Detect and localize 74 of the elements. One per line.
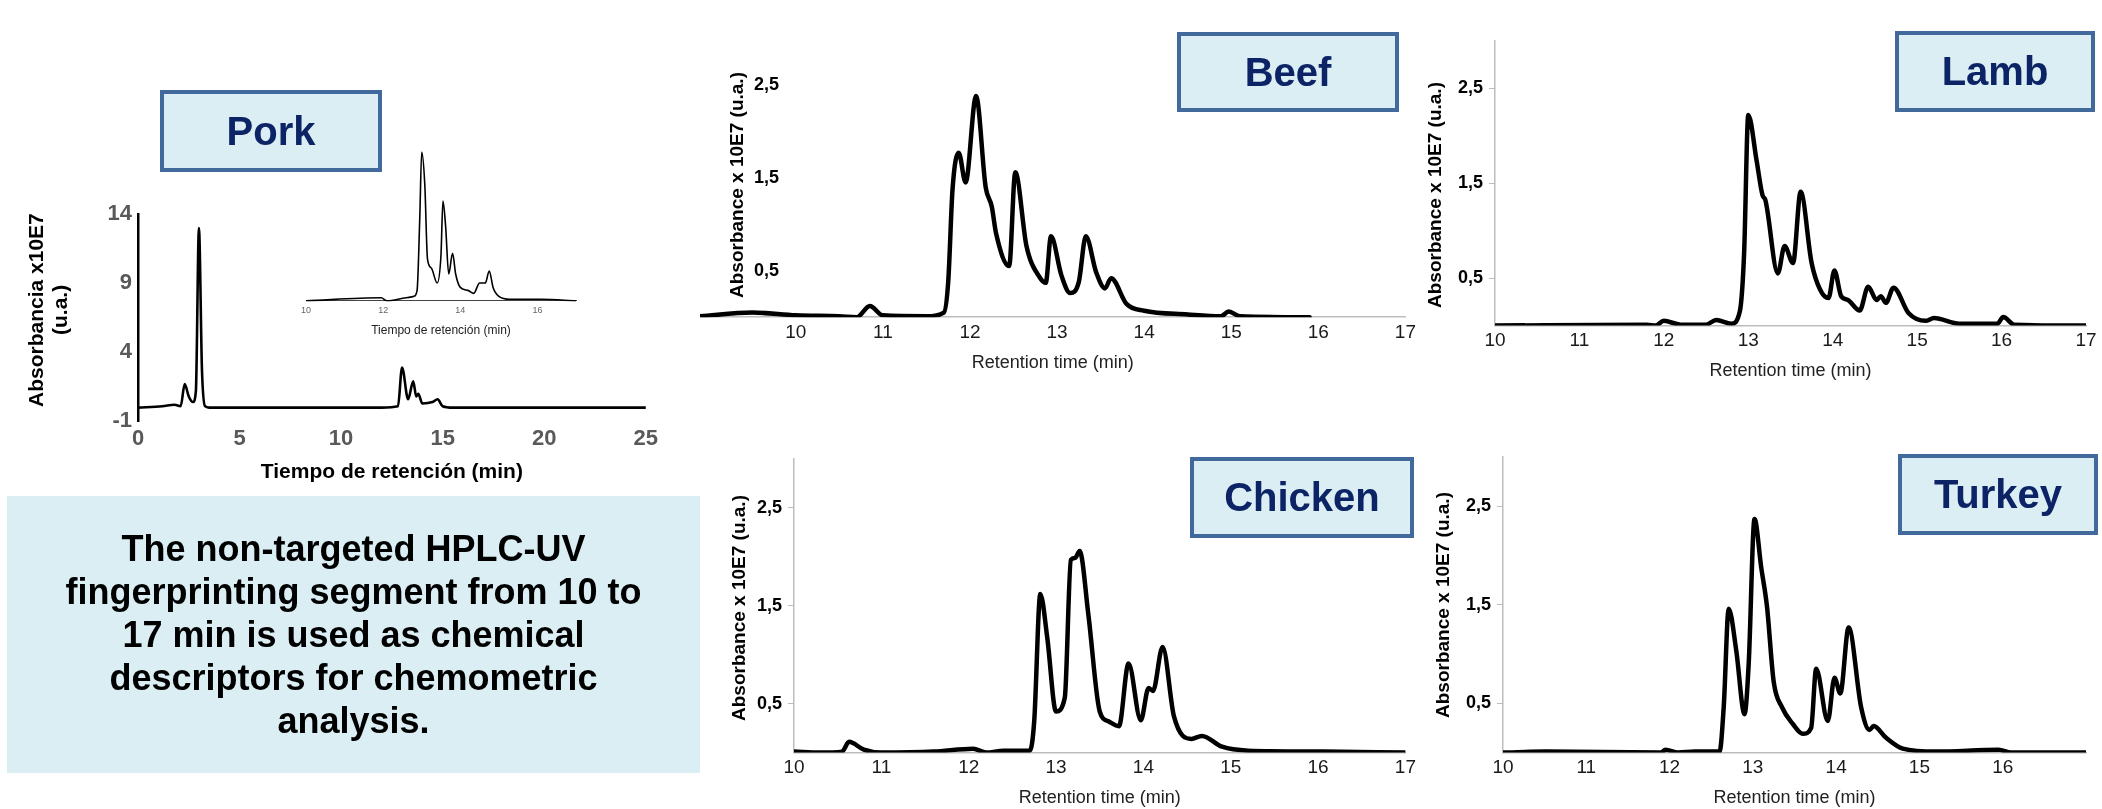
x-tick-label: 14 bbox=[1822, 329, 1844, 351]
x-tick-label: 15 bbox=[430, 424, 455, 450]
label-box: Beef bbox=[1177, 32, 1399, 112]
x-tick-label: 10 bbox=[783, 756, 805, 778]
y-tick-label: 1,5 bbox=[1465, 593, 1491, 614]
x-tick-label: 16 bbox=[1307, 320, 1329, 342]
y-tick-label: 4 bbox=[119, 338, 133, 364]
x-tick-label: 11 bbox=[1569, 329, 1590, 351]
x-tick-label: 16 bbox=[1307, 756, 1329, 778]
x-tick-label: 12 bbox=[1659, 756, 1681, 778]
y-axis-title: Absorbancia x10E7 (u.a.) bbox=[23, 212, 72, 409]
x-axis-title: Tiempo de retención (min) bbox=[371, 323, 511, 338]
label-box: Lamb bbox=[1895, 31, 2095, 112]
label-box: Pork bbox=[160, 90, 382, 172]
x-axis-title: Retention time (min) bbox=[971, 351, 1134, 372]
y-tick-label: 9 bbox=[119, 269, 132, 295]
x-tick-label: 16 bbox=[532, 304, 543, 315]
x-tick-label: 10 bbox=[1484, 329, 1506, 351]
x-tick-label: 16 bbox=[1992, 756, 2014, 778]
y-tick-label: 0,5 bbox=[756, 692, 782, 713]
x-tick-label: 10 bbox=[300, 304, 312, 315]
y-axis-title: Absorbance x 10E7 (u.a.) bbox=[1431, 491, 1454, 720]
y-tick-label: 2,5 bbox=[754, 73, 780, 94]
x-tick-label: 12 bbox=[1653, 329, 1675, 351]
x-tick-label: 20 bbox=[531, 424, 557, 450]
y-axis-title: Absorbance x 10E7 (u.a.) bbox=[725, 71, 748, 300]
x-tick-label: 13 bbox=[1046, 320, 1068, 342]
y-tick-label: 2,5 bbox=[1457, 77, 1483, 98]
x-tick-label: 15 bbox=[1220, 756, 1242, 778]
x-tick-label: 15 bbox=[1220, 320, 1242, 342]
x-tick-label: 10 bbox=[1492, 756, 1514, 778]
y-tick-label: 1,5 bbox=[1457, 172, 1483, 193]
x-tick-label: 15 bbox=[1906, 329, 1928, 351]
label-box: Turkey bbox=[1898, 454, 2098, 535]
y-tick-label: 14 bbox=[107, 200, 133, 226]
text: The non-targeted HPLC-UV fingerprinting segment from 10 to 17 min is used as chemical descriptors for chemometric analysis. bbox=[7, 496, 700, 773]
x-tick-label: 17 bbox=[1394, 756, 1416, 778]
x-axis-title: Retention time (min) bbox=[1709, 360, 1872, 381]
y-axis-title: Absorbance x 10E7 (u.a.) bbox=[1423, 81, 1446, 310]
label-box: Chicken bbox=[1190, 457, 1414, 538]
x-tick-label: 16 bbox=[1991, 329, 2013, 351]
x-tick-label: 10 bbox=[328, 424, 354, 450]
y-axis-title: Absorbance x 10E7 (u.a.) bbox=[727, 494, 750, 723]
x-tick-label: 11 bbox=[873, 320, 893, 342]
x-tick-label: 12 bbox=[959, 320, 981, 342]
x-tick-label: 10 bbox=[785, 320, 807, 342]
y-tick-label: 0,5 bbox=[1465, 692, 1491, 713]
x-axis-title: Retention time (min) bbox=[1713, 787, 1876, 808]
y-tick-label: -1 bbox=[112, 407, 132, 433]
x-tick-label: 0 bbox=[131, 424, 145, 450]
x-tick-label: 17 bbox=[1394, 320, 1416, 342]
x-tick-label: 15 bbox=[1908, 756, 1930, 778]
y-tick-label: 2,5 bbox=[756, 496, 782, 517]
x-axis-title: Retention time (min) bbox=[1018, 787, 1181, 808]
x-tick-label: 17 bbox=[2075, 329, 2097, 351]
x-tick-label: 14 bbox=[1132, 756, 1155, 778]
y-tick-label: 1,5 bbox=[754, 166, 780, 187]
x-tick-label: 14 bbox=[455, 304, 466, 315]
x-tick-label: 25 bbox=[633, 424, 659, 450]
y-tick-label: 0,5 bbox=[1457, 267, 1483, 288]
x-tick-label: 14 bbox=[1825, 756, 1848, 778]
x-tick-label: 13 bbox=[1737, 329, 1759, 351]
y-tick-label: 2,5 bbox=[1465, 495, 1491, 516]
x-tick-label: 13 bbox=[1742, 756, 1764, 778]
x-tick-label: 5 bbox=[233, 424, 246, 450]
x-tick-label: 12 bbox=[958, 756, 980, 778]
x-tick-label: 13 bbox=[1045, 756, 1067, 778]
y-tick-label: 1,5 bbox=[756, 594, 782, 615]
y-tick-label: 0,5 bbox=[754, 259, 780, 280]
x-tick-label: 11 bbox=[1576, 756, 1597, 778]
x-tick-label: 11 bbox=[871, 756, 892, 778]
x-tick-label: 14 bbox=[1133, 320, 1156, 342]
x-tick-label: 12 bbox=[378, 304, 389, 315]
x-axis-title: Tiempo de retención (min) bbox=[260, 459, 523, 483]
